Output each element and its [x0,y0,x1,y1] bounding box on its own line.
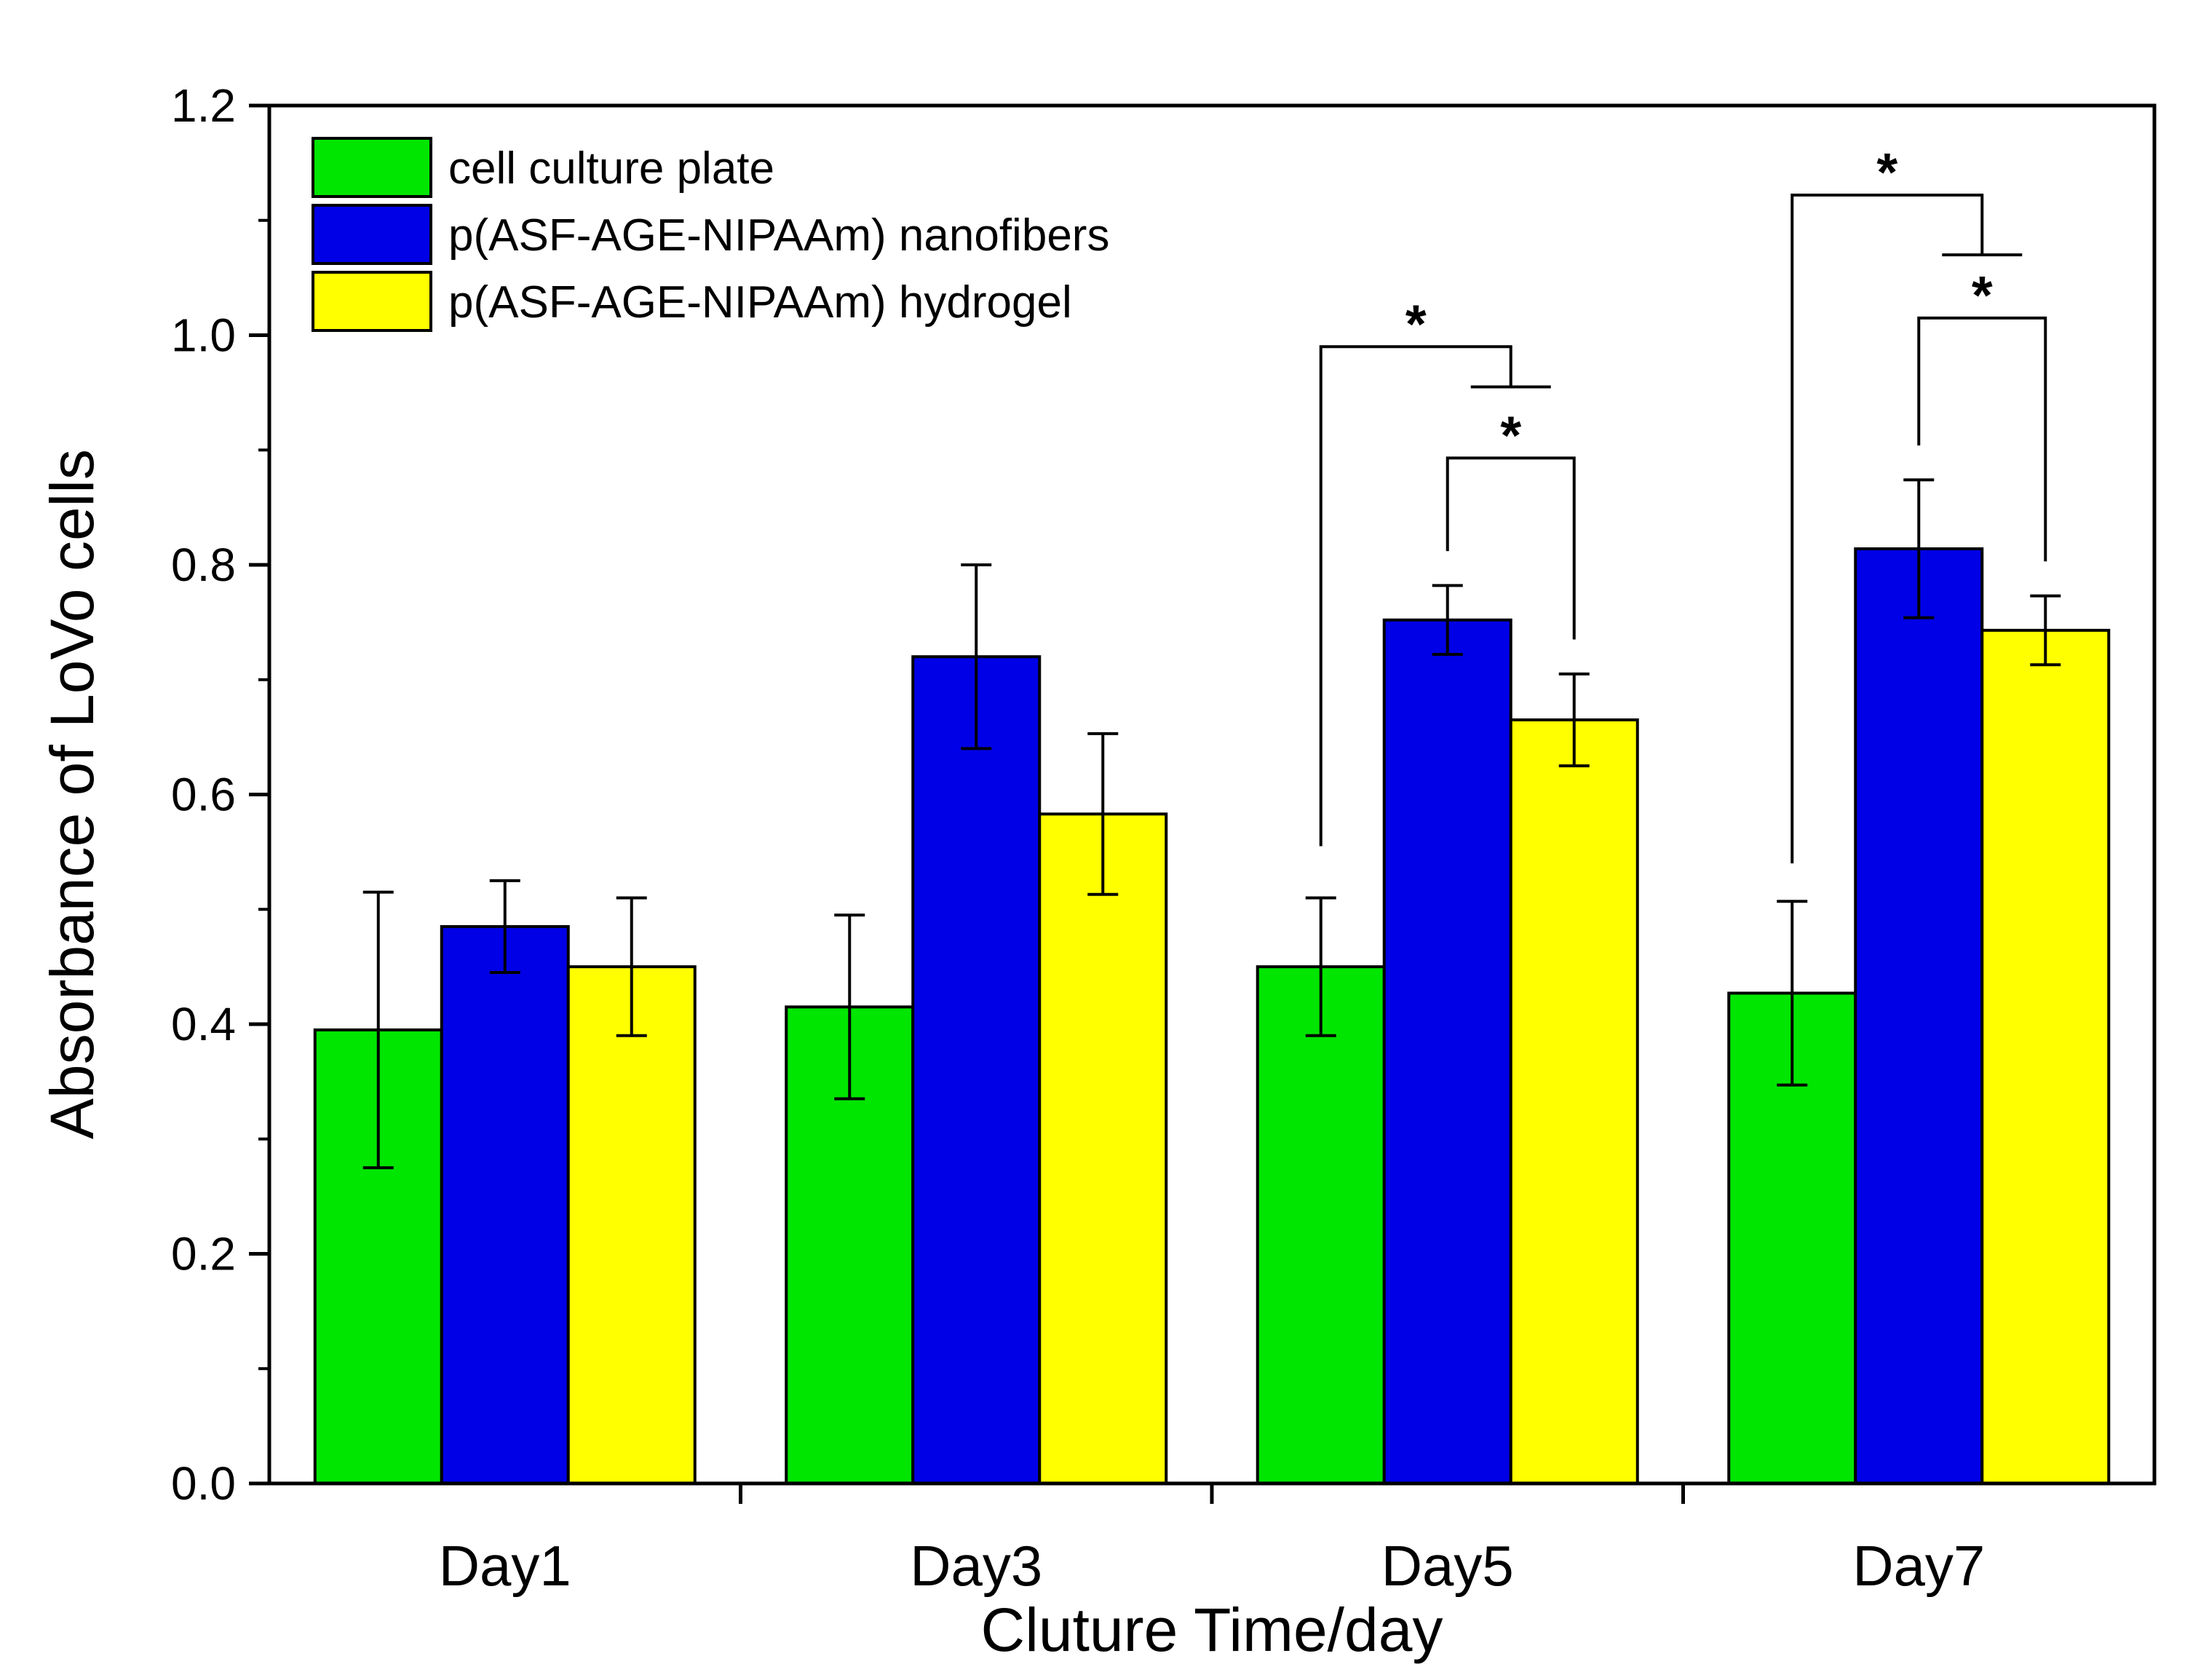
error-bar-day1-series-3 [616,896,647,1037]
error-bar-day7-series-2 [1903,478,1935,619]
x-tick-label-day1: Day1 [439,1534,571,1598]
legend-item-1: cell culture plate [312,137,774,198]
bar-day3-series-3 [1038,812,1168,1485]
y-tick-label: 0.0 [171,1457,236,1510]
legend: cell culture plate p(ASF-AGE-NIPAAm) nano… [312,137,1109,332]
bar-day5-series-3 [1509,718,1639,1485]
y-tick-label: 0.2 [171,1228,236,1280]
error-bar-day5-series-1 [1305,896,1336,1037]
x-tick-label-day3: Day3 [910,1534,1042,1598]
x-axis-title: Cluture Time/day [981,1596,1443,1664]
axes-layer: 0.0 0.2 0.4 0.6 0.8 1.0 1.2 Day1 Day3 Day5 Day7 [171,79,1985,1598]
y-tick-label: 0.6 [171,769,236,821]
inner-significance-star: * [1500,405,1521,465]
y-tick-label: 1.2 [171,79,236,132]
outer-significance-star: * [1405,293,1427,354]
error-bar-day3-series-3 [1087,732,1119,896]
error-bar-day1-series-2 [489,879,520,975]
error-bar-day5-series-3 [1558,672,1590,768]
bar-day3-series-2 [911,655,1042,1486]
y-axis-title: Absorbance of LoVo cells [38,449,106,1139]
bars-layer [313,547,2111,1486]
y-tick-label: 0.4 [171,998,236,1050]
bar-day7-series-2 [1854,547,1984,1485]
inner-bracket [1445,456,1576,640]
significance-layer: ** ** [1319,142,2047,864]
y-tick-label: 0.8 [171,539,236,591]
bar-day5-series-1 [1256,965,1386,1485]
legend-item-3: p(ASF-AGE-NIPAAm) hydrogel [312,271,1072,332]
bar-day5-series-2 [1382,618,1512,1485]
significance-day5: ** [1319,293,1576,847]
error-bar-day3-series-2 [961,563,992,750]
inner-significance-star: * [1972,265,1993,325]
legend-swatch [312,204,432,265]
error-bar-day5-series-2 [1432,584,1463,657]
legend-swatch [312,271,432,332]
bar-day1-series-2 [440,924,570,1485]
x-tick-label-day5: Day5 [1381,1534,1514,1598]
x-tick-label-day7: Day7 [1852,1534,1985,1598]
y-tick-label: 1.0 [171,309,236,362]
error-bar-day7-series-3 [2030,594,2061,667]
legend-label: p(ASF-AGE-NIPAAm) nanofibers [448,210,1109,261]
legend-label: cell culture plate [448,143,774,194]
error-bar-day1-series-1 [362,890,394,1170]
outer-bracket [1319,345,1512,847]
legend-swatch [312,137,432,198]
legend-item-2: p(ASF-AGE-NIPAAm) nanofibers [312,204,1109,265]
outer-significance-star: * [1876,142,1897,202]
bar-day7-series-3 [1980,628,2111,1485]
legend-label: p(ASF-AGE-NIPAAm) hydrogel [448,277,1072,328]
inner-bracket [1917,316,2047,562]
error-bar-day3-series-1 [834,914,865,1101]
significance-day7: ** [1790,142,2047,864]
error-bar-day7-series-1 [1777,900,1808,1087]
bar-day1-series-3 [566,965,697,1485]
error-bars-layer [362,478,2061,1170]
outer-bracket [1790,194,1984,864]
